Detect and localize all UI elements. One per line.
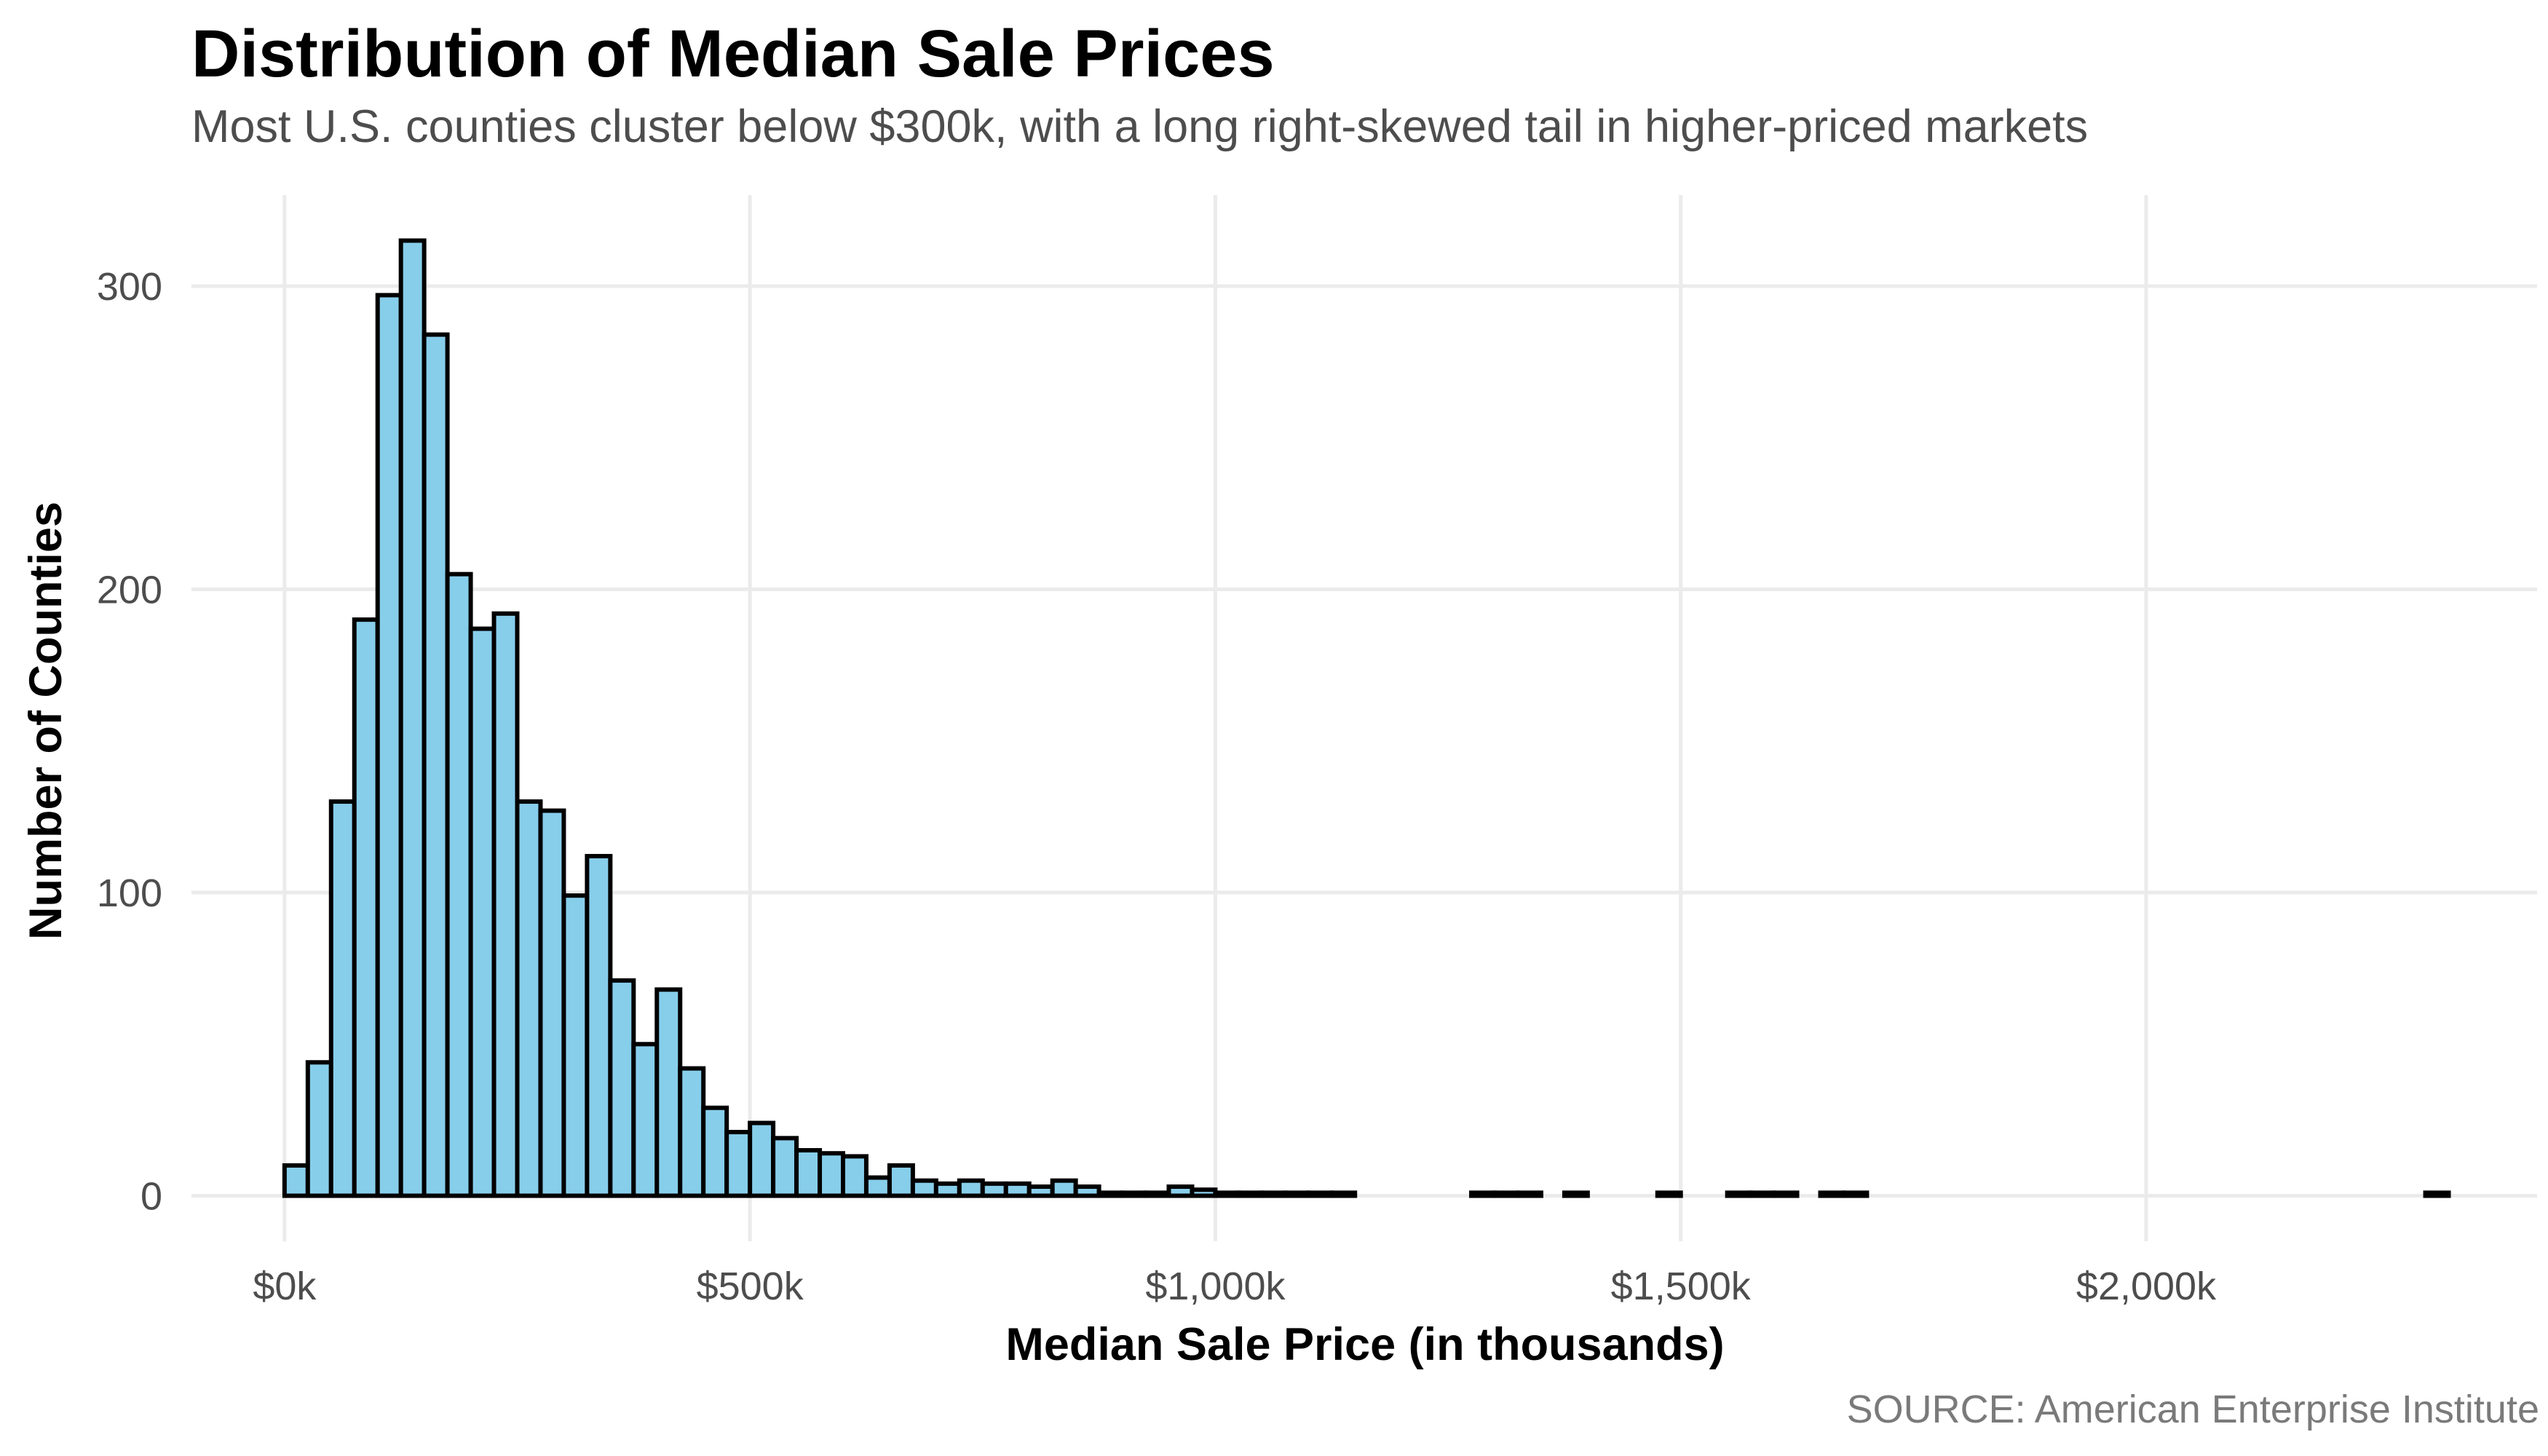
y-axis-title: Number of Counties bbox=[20, 502, 71, 940]
histogram-bar bbox=[887, 1163, 915, 1198]
histogram-bar bbox=[1120, 1190, 1148, 1198]
histogram-bar bbox=[422, 332, 450, 1198]
histogram-bar bbox=[1096, 1190, 1125, 1198]
histogram-bar bbox=[282, 1163, 310, 1198]
y-tick-label: 0 bbox=[141, 1175, 162, 1219]
histogram-bar bbox=[608, 978, 636, 1198]
histogram-bar bbox=[1771, 1190, 1800, 1198]
y-tick-label: 300 bbox=[97, 265, 162, 309]
histogram-bar bbox=[678, 1066, 706, 1198]
histogram-bar bbox=[1050, 1178, 1078, 1198]
y-tick-label: 200 bbox=[97, 568, 162, 612]
histogram-bar bbox=[305, 1060, 333, 1198]
histogram-bar bbox=[980, 1181, 1008, 1198]
histogram-bar bbox=[863, 1175, 892, 1198]
histogram-bar bbox=[398, 238, 427, 1198]
histogram-bar bbox=[2423, 1190, 2451, 1198]
x-axis-title: Median Sale Price (in thousands) bbox=[1005, 1319, 1724, 1370]
histogram-bar bbox=[1026, 1184, 1055, 1198]
histogram-bars bbox=[282, 238, 2451, 1198]
histogram-bar bbox=[468, 626, 496, 1198]
histogram-bar bbox=[1655, 1190, 1683, 1198]
histogram-bar bbox=[1469, 1190, 1497, 1198]
histogram-bar bbox=[328, 799, 357, 1198]
histogram-bar bbox=[631, 1042, 660, 1198]
histogram-bar bbox=[654, 987, 683, 1198]
histogram-bar bbox=[491, 611, 520, 1198]
histogram-bar bbox=[701, 1105, 729, 1198]
histogram-bar bbox=[538, 808, 566, 1198]
x-tick-label: $1,500k bbox=[1611, 1265, 1752, 1308]
histogram-bar bbox=[1283, 1190, 1311, 1198]
histogram-bar bbox=[1725, 1190, 1753, 1198]
histogram-bar bbox=[748, 1120, 776, 1198]
histogram-bar bbox=[1492, 1190, 1520, 1198]
histogram-bar bbox=[1818, 1190, 1846, 1198]
x-tick-label: $0k bbox=[253, 1265, 317, 1308]
histogram-bar bbox=[910, 1178, 938, 1198]
histogram-bar bbox=[957, 1178, 985, 1198]
histogram-bar bbox=[1073, 1184, 1101, 1198]
histogram-bar bbox=[375, 293, 403, 1198]
source-caption: SOURCE: American Enterprise Institute bbox=[1846, 1388, 2539, 1431]
histogram-bar bbox=[818, 1151, 846, 1198]
histogram-bar bbox=[352, 617, 380, 1198]
histogram-bar bbox=[1259, 1190, 1288, 1198]
chart-subtitle: Most U.S. counties cluster below $300k, … bbox=[191, 101, 2089, 152]
histogram-bar bbox=[1190, 1187, 1218, 1198]
histogram-bar bbox=[841, 1154, 869, 1198]
chart-title: Distribution of Median Sale Prices bbox=[191, 17, 1275, 91]
histogram-bar bbox=[724, 1130, 753, 1198]
histogram-bar bbox=[1236, 1190, 1265, 1198]
tick-labels: $0k $500k $1,000k $1,500k $2,000k 0 100 200 300 bbox=[97, 265, 2217, 1308]
histogram-bar bbox=[445, 571, 473, 1198]
histogram-bar bbox=[1515, 1190, 1543, 1198]
histogram-bar bbox=[1841, 1190, 1870, 1198]
histogram-bar bbox=[515, 799, 543, 1198]
x-tick-label: $2,000k bbox=[2076, 1265, 2217, 1308]
histogram-bar bbox=[1213, 1190, 1241, 1198]
histogram-bar bbox=[1166, 1184, 1195, 1198]
histogram-bar bbox=[1143, 1190, 1171, 1198]
histogram-bar bbox=[933, 1181, 962, 1198]
histogram-bar bbox=[1003, 1181, 1032, 1198]
x-tick-label: $1,000k bbox=[1145, 1265, 1286, 1308]
histogram-bar bbox=[1562, 1190, 1590, 1198]
y-tick-label: 100 bbox=[97, 871, 162, 915]
histogram-bar bbox=[1748, 1190, 1776, 1198]
histogram-bar bbox=[771, 1136, 799, 1198]
histogram-bar bbox=[561, 893, 590, 1198]
x-tick-label: $500k bbox=[697, 1265, 804, 1308]
histogram-bar bbox=[1329, 1190, 1358, 1198]
histogram-bar bbox=[794, 1148, 823, 1198]
histogram-bar bbox=[1306, 1190, 1334, 1198]
histogram-bar bbox=[585, 854, 613, 1198]
